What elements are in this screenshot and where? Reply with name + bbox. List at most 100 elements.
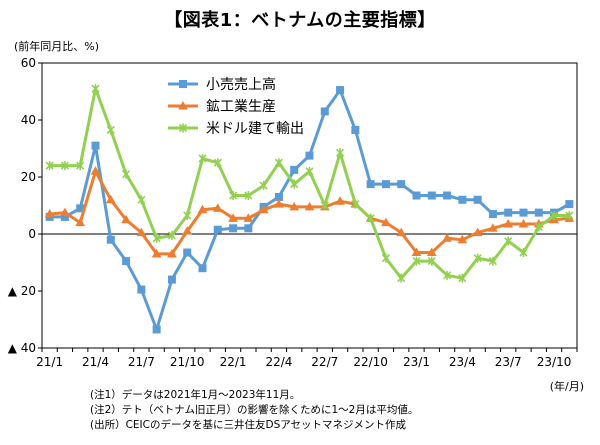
data-point-s1	[320, 107, 329, 116]
data-point-s3	[504, 236, 513, 246]
data-point-s1	[427, 191, 436, 200]
x-axis-unit-label: (年/月)	[549, 380, 584, 393]
data-point-s2	[228, 213, 238, 222]
data-point-s2	[426, 247, 437, 257]
data-point-s3	[76, 161, 85, 171]
data-point-s1	[488, 210, 497, 219]
data-point-s2	[136, 227, 147, 237]
chart-title: 【図表1：ベトナムの主要指標】	[164, 10, 436, 31]
data-point-s1	[106, 235, 115, 244]
data-point-s2	[75, 217, 86, 227]
x-tick-label: 22/4	[265, 355, 292, 369]
data-point-s3	[412, 256, 421, 266]
data-point-s1	[336, 86, 345, 95]
data-point-s3	[213, 158, 222, 168]
data-point-s1	[443, 191, 452, 200]
data-point-s3	[320, 201, 329, 210]
data-point-s3	[473, 253, 482, 263]
x-tick-label: 21/10	[170, 355, 205, 369]
legend-label-2: 鉱工業生産	[206, 98, 276, 115]
x-tick-label: 23/7	[495, 355, 522, 369]
legend-label-1: 小売売上高	[206, 76, 276, 93]
note-1: (注1）データは2021年1月～2023年11月。	[90, 389, 301, 401]
data-point-s1	[183, 248, 192, 257]
data-point-s3	[534, 222, 543, 232]
note-3: (出所）CEICのデータを基に三井住友DSアセットマネジメント作成	[90, 419, 407, 431]
y-tick-label: 0	[28, 227, 36, 241]
data-point-s2	[442, 233, 452, 242]
y-tick-label: 60	[21, 56, 36, 70]
data-point-s3	[519, 248, 528, 258]
data-point-s1	[305, 151, 314, 160]
data-point-s1	[534, 208, 543, 217]
data-point-s1	[412, 191, 421, 200]
x-tick-label: 22/1	[220, 355, 247, 369]
data-point-s2	[335, 196, 345, 205]
data-point-s2	[167, 248, 177, 258]
data-point-s2	[121, 214, 131, 224]
data-point-s2	[518, 219, 529, 228]
data-point-s1	[351, 125, 360, 134]
data-point-s3	[443, 270, 452, 280]
data-point-s2	[60, 207, 70, 217]
data-point-s3	[427, 256, 436, 266]
x-tick-label: 23/1	[403, 355, 430, 369]
y-tick-label: ▲ 40	[8, 341, 36, 355]
data-point-s1	[366, 180, 375, 189]
data-point-s3	[366, 213, 375, 223]
data-point-s2	[472, 227, 483, 237]
data-point-s2	[381, 217, 391, 227]
data-point-s1	[244, 224, 253, 233]
x-tick-label: 22/7	[311, 355, 338, 369]
data-point-s3	[488, 256, 497, 266]
data-point-s2	[289, 201, 300, 211]
data-point-s1	[167, 275, 176, 284]
x-tick-label: 22/10	[353, 355, 388, 369]
data-point-s1	[397, 180, 406, 189]
data-point-s3	[137, 195, 146, 205]
data-point-s1	[91, 141, 100, 150]
data-point-s2	[304, 201, 315, 211]
data-point-s3	[305, 166, 314, 176]
data-point-s2	[503, 219, 514, 228]
data-point-s3	[259, 181, 268, 191]
data-point-s3	[152, 233, 161, 243]
data-point-s3	[244, 191, 253, 201]
note-2: (注2）テト（ベトナム旧正月）の影響を除くために1～2月は平均値。	[90, 404, 419, 416]
data-point-s1	[519, 208, 528, 217]
data-point-s3	[122, 169, 131, 179]
data-point-s3	[198, 153, 207, 163]
data-point-s3	[351, 199, 360, 209]
data-point-s1	[504, 208, 513, 217]
data-point-s3	[381, 253, 390, 263]
data-point-s3	[183, 210, 192, 220]
data-point-s2	[396, 227, 407, 237]
data-point-s2	[457, 234, 468, 244]
data-point-s3	[336, 148, 345, 158]
data-point-s2	[258, 204, 269, 214]
data-point-s1	[122, 257, 131, 266]
data-point-s3	[397, 273, 406, 283]
data-point-s3	[167, 230, 176, 240]
data-point-s3	[458, 273, 467, 283]
data-point-s1	[290, 165, 299, 174]
data-point-s3	[290, 179, 299, 189]
data-point-s3	[106, 125, 115, 135]
y-tick-label: 40	[21, 113, 36, 127]
x-tick-label: 21/1	[36, 355, 63, 369]
data-point-s2	[243, 213, 254, 222]
data-point-s2	[488, 223, 498, 232]
data-point-s2	[197, 204, 208, 214]
data-point-s1	[213, 225, 222, 234]
series-line-3	[49, 87, 570, 280]
data-point-s2	[411, 247, 422, 257]
data-point-s1	[473, 195, 482, 204]
legend-marker-2	[178, 100, 188, 110]
x-tick-label: 21/4	[82, 355, 109, 369]
data-point-s3	[45, 161, 54, 171]
data-point-s1	[565, 200, 574, 209]
x-tick-label: 21/7	[128, 355, 155, 369]
data-point-s2	[44, 209, 55, 218]
